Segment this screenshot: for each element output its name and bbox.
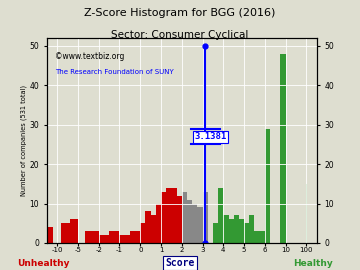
Bar <box>171 188 177 243</box>
Bar <box>61 223 69 243</box>
Text: ©www.textbiz.org: ©www.textbiz.org <box>55 52 124 61</box>
Bar <box>120 235 130 243</box>
Text: Unhealthy: Unhealthy <box>17 259 69 268</box>
Bar <box>213 223 218 243</box>
Bar <box>145 211 150 243</box>
Bar <box>223 215 229 243</box>
Bar <box>239 219 244 243</box>
Bar <box>177 196 182 243</box>
Bar <box>218 188 223 243</box>
Bar <box>109 231 120 243</box>
Bar <box>69 219 78 243</box>
Bar <box>150 215 156 243</box>
Bar <box>229 219 234 243</box>
Bar <box>192 204 197 243</box>
Y-axis label: Number of companies (531 total): Number of companies (531 total) <box>20 85 27 196</box>
Bar <box>255 231 265 243</box>
Text: Z-Score Histogram for BGG (2016): Z-Score Histogram for BGG (2016) <box>84 8 276 18</box>
Bar <box>306 184 307 243</box>
Text: Score: Score <box>165 258 195 268</box>
Bar <box>166 188 171 243</box>
Bar <box>280 53 286 243</box>
Bar <box>182 192 187 243</box>
Bar <box>99 235 109 243</box>
Bar <box>265 129 270 243</box>
Text: 3.1381: 3.1381 <box>194 132 226 141</box>
Bar <box>140 223 145 243</box>
Bar <box>249 215 255 243</box>
Bar <box>203 192 208 243</box>
Bar <box>234 215 239 243</box>
Bar <box>92 231 99 243</box>
Bar <box>85 231 92 243</box>
Text: The Research Foundation of SUNY: The Research Foundation of SUNY <box>55 69 174 75</box>
Text: Healthy: Healthy <box>293 259 333 268</box>
Bar <box>161 192 166 243</box>
Text: Sector: Consumer Cyclical: Sector: Consumer Cyclical <box>111 30 249 40</box>
Bar <box>156 204 161 243</box>
Bar <box>244 223 249 243</box>
Bar <box>130 231 140 243</box>
Bar <box>187 200 192 243</box>
Bar <box>197 207 203 243</box>
Bar <box>41 227 53 243</box>
